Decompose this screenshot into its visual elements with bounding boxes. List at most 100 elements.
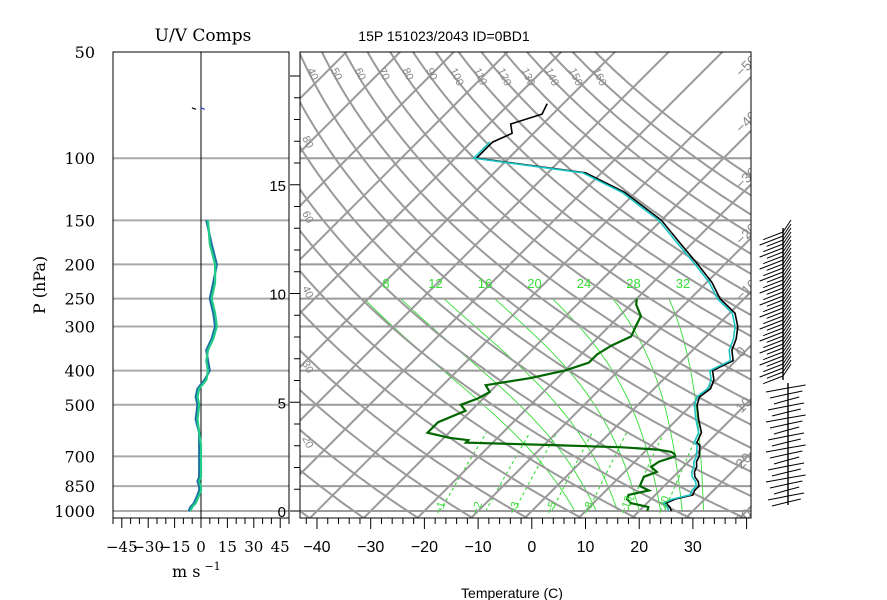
isotherm	[300, 52, 456, 208]
wind-barb	[769, 423, 789, 429]
uv-x-tick-label: −45	[106, 538, 138, 556]
uv-x-tick-label: 15	[218, 538, 237, 556]
isotherm	[577, 344, 751, 518]
skewt-title: 15P 151023/2043 ID=0BD1	[358, 28, 530, 44]
dry-adiabat	[300, 388, 474, 518]
theta-label: 70	[376, 66, 392, 82]
wind-barb-feather	[787, 390, 803, 395]
isotherm	[300, 52, 402, 154]
pressure-label-1000: 1000	[54, 502, 95, 521]
wind-barb-feather	[787, 492, 805, 497]
isotherm	[631, 397, 751, 518]
pressure-label-100: 100	[64, 149, 95, 168]
mixing-ratio-label: −3	[507, 500, 523, 516]
wind-barb	[767, 465, 789, 471]
wind-barb	[759, 247, 784, 258]
wind-barb-feather	[782, 347, 792, 361]
wind-barb	[773, 489, 789, 495]
wind-barb	[773, 429, 789, 435]
pressure-label-700: 700	[64, 447, 95, 466]
wind-barb	[765, 387, 789, 393]
isobar-lines	[300, 157, 751, 512]
theta-side-label: 20	[299, 434, 315, 450]
wind-barb-feather	[782, 243, 792, 257]
dry-adiabat	[300, 100, 751, 473]
wind-barb-feather	[787, 408, 801, 413]
isotherm-lines	[300, 52, 751, 518]
pseudoadiabat-label: 28	[626, 276, 640, 291]
wind-barb	[766, 263, 784, 271]
wind-barb-feather	[787, 432, 805, 437]
wind-barb	[759, 331, 784, 342]
wind-barb	[771, 441, 789, 447]
profile-2	[425, 298, 677, 512]
wind-barb-feather	[782, 267, 792, 281]
skew-temperature-label: −40	[732, 108, 760, 136]
theta-label: 80	[399, 66, 415, 82]
wind-barb-feather	[782, 227, 792, 241]
pressure-label-200: 200	[64, 255, 95, 274]
dry-adiabat	[300, 187, 747, 518]
temperature-label: −20	[411, 539, 438, 556]
pressure-label-400: 400	[64, 362, 95, 381]
wind-barb	[763, 363, 784, 373]
height-axis: 0 5 10 15	[269, 75, 300, 521]
dry-adiabat	[320, 52, 751, 426]
wind-barb-feather	[782, 335, 792, 349]
isotherm	[469, 236, 751, 518]
wind-barb-feather	[782, 351, 792, 365]
wind-barb	[759, 235, 784, 246]
skewt-background: 40 50 60 70 80 90 100 110 120 130 140 150 1608060403…	[299, 52, 760, 518]
isotherm	[300, 52, 509, 261]
uv-top-marker-0	[191, 107, 197, 110]
wind-barb	[771, 501, 789, 507]
isotherm	[300, 52, 617, 369]
wind-barb	[766, 311, 784, 319]
wind-barb-feather	[782, 363, 792, 377]
profile-1	[472, 141, 736, 512]
wind-barb	[759, 307, 784, 318]
wind-barb	[765, 477, 789, 483]
dry-adiabat	[502, 52, 751, 256]
wind-barb	[759, 295, 784, 306]
wind-barb-feather	[782, 259, 792, 273]
wind-barb-feather	[782, 339, 792, 353]
dry-adiabat	[411, 52, 751, 338]
dry-adiabat	[300, 309, 583, 518]
theta-side-label: 80	[299, 134, 315, 150]
dry-adiabat	[389, 52, 751, 359]
height-label-15: 15	[269, 178, 286, 195]
wind-barb-feather	[787, 444, 806, 449]
skewt-panel-frame	[299, 51, 752, 519]
theta-side-label: 30	[299, 359, 315, 375]
pressure-label-500: 500	[64, 396, 95, 415]
theta-label: 50	[328, 66, 344, 82]
temperature-label: 30	[684, 539, 702, 556]
skew-temperature-label: 10	[732, 393, 754, 415]
mixing-ratio-label: −20	[655, 494, 673, 516]
wind-barb	[763, 255, 784, 265]
wind-barb	[773, 459, 789, 465]
wind-barb	[773, 399, 789, 405]
dry-adiabat	[593, 52, 751, 178]
sounding-profiles	[425, 103, 739, 512]
uv-xlabel: m s −1	[172, 560, 221, 581]
wind-barb	[771, 471, 789, 477]
wind-barb	[766, 299, 784, 307]
wind-barb-feather	[782, 307, 792, 321]
wind-barb-feather	[782, 255, 792, 269]
wind-barb	[763, 327, 784, 337]
wind-barb-feather	[782, 263, 792, 277]
wind-barb	[766, 323, 784, 331]
pseudoadiabat-line	[668, 298, 705, 511]
wind-barb-feather	[787, 480, 803, 485]
wind-barb-feather	[787, 426, 800, 431]
wind-barb	[759, 271, 784, 282]
uv-xlabel-exponent: −1	[204, 560, 220, 573]
uv-profiles	[187, 107, 218, 512]
wind-barb	[763, 351, 784, 361]
wind-barb-feather	[782, 311, 792, 325]
pressure-label-300: 300	[64, 318, 95, 337]
wind-barb-feather	[782, 283, 792, 297]
wind-barb	[765, 417, 789, 423]
